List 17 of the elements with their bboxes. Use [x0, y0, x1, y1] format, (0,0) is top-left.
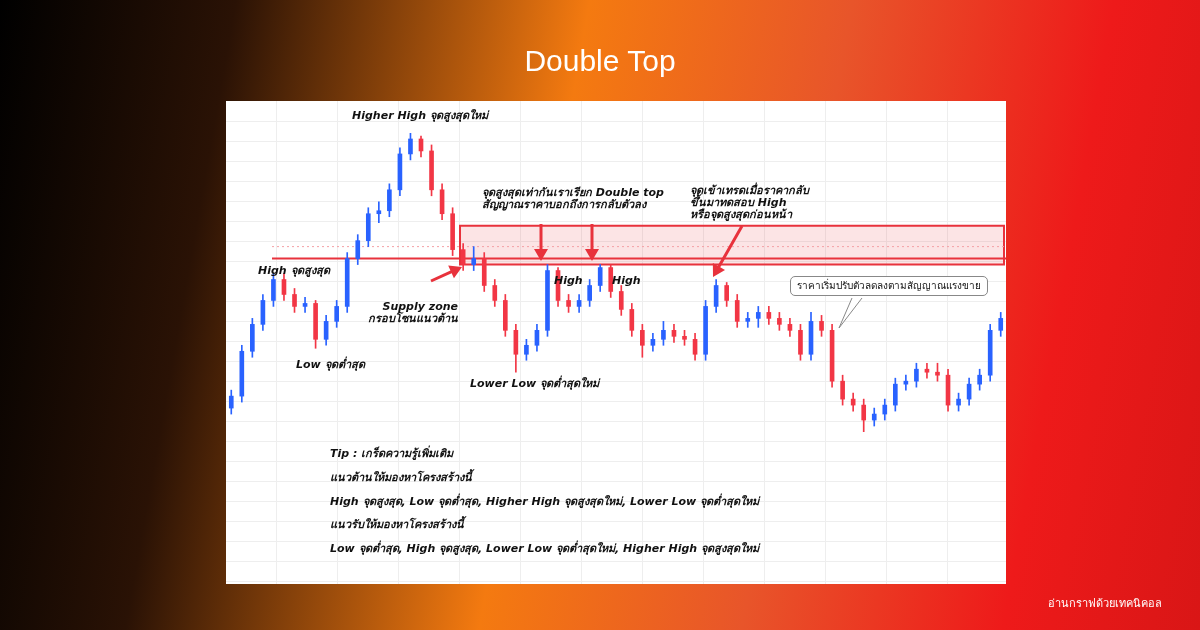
annotation: High จุดสูงสุด [258, 264, 330, 277]
candlestick [924, 362, 930, 379]
candlestick [302, 297, 308, 313]
annotation: Low จุดต่ำสุด [296, 358, 365, 371]
annotation: ราคาเริ่มปรับตัวลดลงตามสัญญาณแรงขาย [790, 276, 988, 296]
candlestick [376, 201, 382, 224]
chart-title: Double Top [523, 44, 677, 78]
text: Low จุดต่ำสุด, High จุดสูงสุด, Lower Low จุดต่ำสุดใหม่, Higher High จุดสูงสุดใหม่ [330, 542, 760, 555]
text: อ่านกราฟด้วยเทคนิคอล [1047, 596, 1163, 611]
text: Higher High จุดสูงสุดใหม่ [352, 109, 488, 122]
text: High จุดสูงสุด, Low จุดต่ำสุด, Higher High จุดสูงสุดใหม่, Lower Low จุดต่ำสุดใหม่ [330, 495, 760, 508]
annotation: Lower Low จุดต่ำสุดใหม่ [470, 377, 600, 390]
annotation: จุดเข้าเทรดเมื่อราคากลับ ขึ้นมาทดสอบ High หรือจุดสูงสุดก่อนหน้า [690, 184, 809, 221]
candlestick [745, 312, 751, 328]
annotation: Supply zone กรอบโซนแนวต้าน [368, 300, 458, 325]
annotation: จุดสูงสุดเท่ากันเราเรียก Double top สัญญาณราคาบอกถึงการกลับตัวลง [482, 186, 664, 211]
text: Tip : เกร็ดความรู้เพิ่มเติม [330, 447, 454, 460]
